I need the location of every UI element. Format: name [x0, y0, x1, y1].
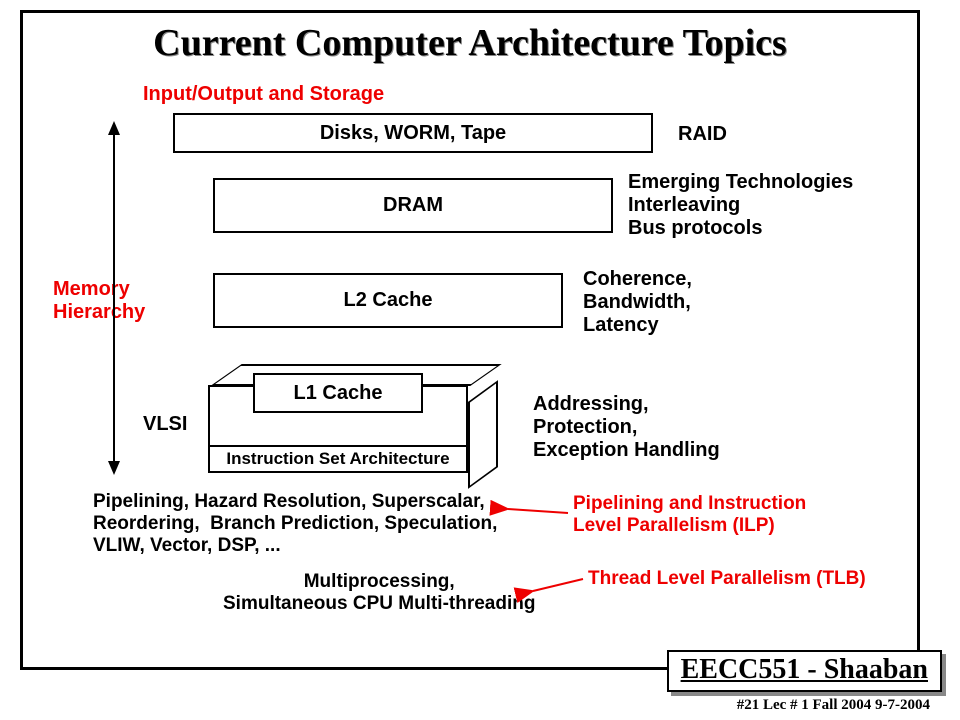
multiproc-text: Multiprocessing, Simultaneous CPU Multi-… — [223, 571, 535, 615]
l2-side-label: Coherence, Bandwidth, Latency — [583, 268, 692, 337]
l2-box: L2 Cache — [213, 273, 563, 328]
ilp-label: Pipelining and Instruction Level Paralle… — [573, 493, 806, 537]
io-storage-label: Input/Output and Storage — [143, 83, 384, 106]
arrow-head-down — [108, 461, 120, 475]
l1-box-text: L1 Cache — [294, 382, 383, 405]
arrow-head-up — [108, 121, 120, 135]
l2-box-text: L2 Cache — [344, 289, 433, 312]
slide-title: Current Computer Architecture Topics — [23, 21, 917, 65]
pipelining-text: Pipelining, Hazard Resolution, Superscal… — [93, 491, 497, 557]
disks-box-text: Disks, WORM, Tape — [320, 122, 506, 145]
l1-box: L1 Cache — [253, 373, 423, 413]
dram-box-text: DRAM — [383, 194, 443, 217]
isa-label-text: Instruction Set Architecture — [226, 449, 449, 469]
addressing-label: Addressing, Protection, Exception Handli… — [533, 393, 720, 462]
disks-box: Disks, WORM, Tape — [173, 113, 653, 153]
raid-label: RAID — [678, 123, 727, 146]
dram-side-label: Emerging Technologies Interleaving Bus p… — [628, 171, 853, 240]
tlp-arrow — [528, 571, 588, 596]
memory-hierarchy-label: Memory Hierarchy — [53, 278, 145, 324]
slide-frame: Current Computer Architecture Topics Inp… — [20, 10, 920, 670]
memory-hierarchy-arrow — [113, 133, 115, 463]
footer-text: #21 Lec # 1 Fall 2004 9-7-2004 — [737, 697, 930, 714]
tlp-label: Thread Level Parallelism (TLB) — [588, 568, 866, 590]
vlsi-label: VLSI — [143, 413, 187, 436]
ilp-arrow — [503, 503, 573, 523]
isa-label-box: Instruction Set Architecture — [208, 445, 468, 473]
course-text: EECC551 - Shaaban — [681, 654, 928, 685]
course-box: EECC551 - Shaaban — [667, 650, 942, 692]
dram-box: DRAM — [213, 178, 613, 233]
